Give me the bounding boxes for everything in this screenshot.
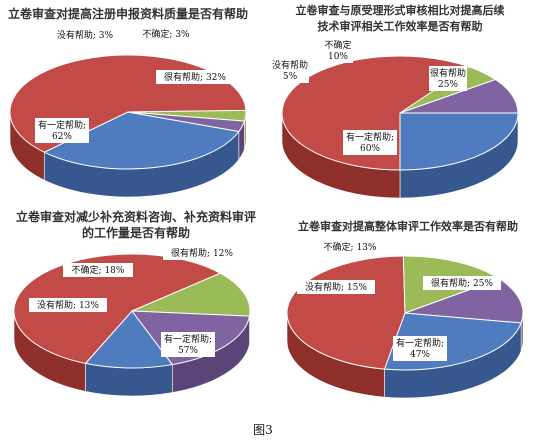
data-label-text: 有一定帮助; [346, 131, 394, 143]
data-label-text: 不确定; 3% [142, 28, 190, 40]
pie-slice-很有帮助 [84, 310, 174, 369]
data-label-text: 很有帮助; 25% [431, 277, 493, 289]
pie-slice-不确定 [399, 78, 519, 114]
data-label-background [271, 58, 309, 83]
data-label-background [135, 27, 197, 41]
data-label-text: 47% [410, 350, 430, 360]
data-label-text: 有一定帮助; [38, 119, 86, 131]
data-label-background [323, 38, 353, 63]
data-label-text: 不确定 [324, 39, 351, 51]
data-label-text: 没有帮助; 15% [305, 281, 367, 293]
pie-slice-很有帮助 [43, 111, 240, 170]
data-label: 没有帮助; 13% [29, 298, 107, 312]
chart-title-line: 技术审评相关工作效率是否有帮助 [318, 19, 483, 33]
data-label-background [423, 276, 501, 290]
pie-slice-有一定帮助 [281, 55, 471, 171]
pie-slice-很有帮助 [399, 112, 519, 171]
data-label-text: 60% [360, 144, 380, 154]
data-label-text: 有一定帮助; [396, 337, 444, 349]
data-label-background [161, 332, 215, 357]
data-label-background [35, 118, 89, 143]
data-label-background [63, 263, 133, 277]
data-label-background [429, 66, 467, 91]
data-label: 不确定; 3% [135, 27, 197, 41]
chart-title-line: 立卷审查与原受理形式审核相比对提高后续 [296, 3, 505, 17]
data-label: 很有帮助; 12% [163, 246, 241, 260]
chart-title-line: 的工作量是否有帮助 [82, 225, 190, 240]
data-label-text: 很有帮助 [430, 67, 466, 79]
data-label-text: 不确定; 18% [72, 264, 125, 276]
pie-chart-2: 立卷审查与原受理形式审核相比对提高后续技术审评相关工作效率是否有帮助很有帮助25… [271, 3, 519, 199]
data-label: 没有帮助; 3% [50, 28, 120, 42]
data-label-text: 没有帮助; 13% [37, 299, 99, 311]
chart-title-line: 立卷审查对减少补充资料咨询、补充资料审评 [16, 209, 256, 224]
data-label: 很有帮助; 32% [156, 70, 234, 84]
pie-slice-没有帮助 [131, 272, 251, 317]
data-label-background [343, 130, 397, 155]
data-label-text: 25% [438, 80, 458, 90]
pie-slice-不确定 [127, 111, 246, 133]
data-label-text: 57% [178, 346, 198, 356]
data-label-background [29, 298, 107, 312]
figure-caption: 图3 [253, 423, 273, 437]
data-label-text: 很有帮助; 12% [171, 247, 233, 259]
data-label: 没有帮助; 15% [297, 280, 375, 294]
data-label: 有一定帮助;47% [393, 336, 447, 361]
data-label: 有一定帮助;57% [161, 332, 215, 357]
data-label-text: 没有帮助 [272, 59, 308, 71]
data-label-background [50, 28, 120, 42]
data-label: 很有帮助; 25% [423, 276, 501, 290]
data-label-background [315, 240, 385, 254]
data-label-text: 很有帮助; 32% [164, 71, 226, 83]
data-label-text: 5% [283, 72, 298, 82]
data-label-text: 没有帮助; 3% [57, 29, 114, 41]
data-label: 不确定; 18% [63, 263, 133, 277]
data-label-background [393, 336, 447, 361]
data-label-background [156, 70, 234, 84]
data-label-text: 不确定; 13% [324, 241, 377, 253]
data-label-background [297, 280, 375, 294]
data-label-text: 62% [52, 132, 72, 142]
chart-title-line: 立卷审查对提高注册申报资料质量是否有帮助 [8, 6, 248, 21]
data-label-text: 10% [328, 52, 348, 62]
data-label: 不确定; 13% [315, 240, 385, 254]
data-label: 有一定帮助;60% [343, 130, 397, 155]
data-label-background [163, 246, 241, 260]
chart-title-line: 立卷审查对提高整体审评工作效率是否有帮助 [298, 219, 518, 233]
data-label: 有一定帮助;62% [35, 118, 89, 143]
data-label-text: 有一定帮助; [164, 333, 212, 345]
